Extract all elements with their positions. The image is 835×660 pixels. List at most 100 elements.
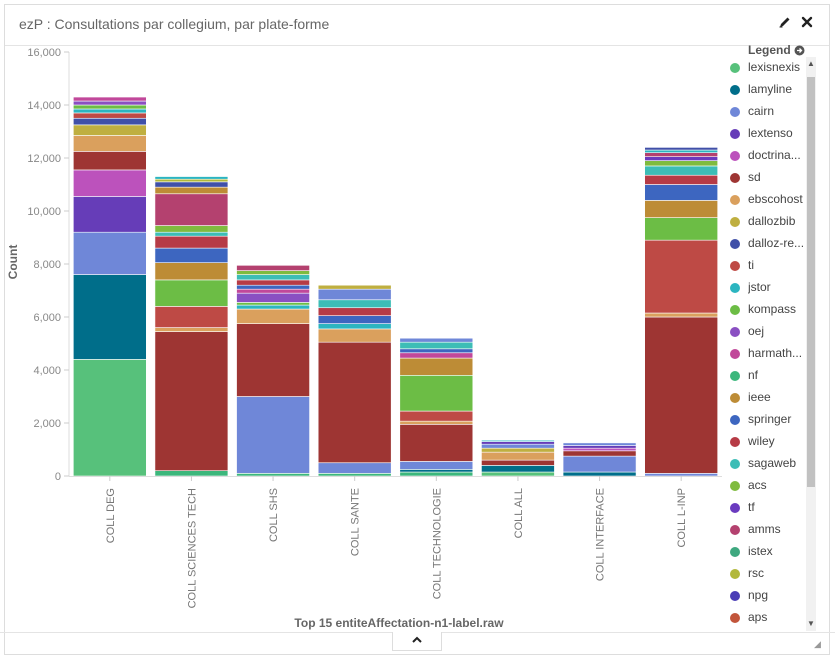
bar-segment[interactable]: [481, 447, 555, 453]
bar-segment[interactable]: [399, 374, 474, 412]
bar-segment[interactable]: [317, 299, 392, 309]
bar-segment[interactable]: [644, 174, 718, 185]
bar-segment[interactable]: [481, 471, 555, 477]
bar-segment[interactable]: [644, 152, 718, 157]
pencil-icon[interactable]: [777, 15, 793, 31]
bar-segment[interactable]: [154, 331, 229, 472]
chevron-up-icon[interactable]: [392, 632, 442, 651]
bar-segment[interactable]: [236, 308, 310, 324]
bar-segment[interactable]: [481, 465, 555, 473]
bar-segment[interactable]: [481, 439, 555, 442]
bar-segment[interactable]: [236, 396, 310, 474]
bar-segment[interactable]: [73, 231, 147, 275]
bar-segment[interactable]: [317, 284, 392, 290]
bar-segment[interactable]: [317, 462, 392, 474]
bar-segment[interactable]: [73, 96, 147, 102]
bar-segment[interactable]: [317, 315, 392, 324]
legend-item[interactable]: lamyline: [728, 79, 816, 101]
bar-segment[interactable]: [236, 265, 310, 271]
bar-segment[interactable]: [399, 357, 474, 376]
bar-segment[interactable]: [236, 304, 310, 310]
legend-item[interactable]: ebscohost: [728, 189, 816, 211]
bar-segment[interactable]: [399, 469, 474, 473]
bar-segment[interactable]: [399, 410, 474, 422]
bar-segment[interactable]: [154, 306, 229, 328]
legend-item[interactable]: tf: [728, 497, 816, 519]
bar-segment[interactable]: [154, 235, 229, 249]
bar-segment[interactable]: [644, 184, 718, 201]
bar-segment[interactable]: [236, 302, 310, 306]
legend-item[interactable]: jstor: [728, 277, 816, 299]
bar-segment[interactable]: [399, 348, 474, 354]
bar-segment[interactable]: [399, 420, 474, 425]
bar-segment[interactable]: [644, 239, 718, 314]
bar-segment[interactable]: [399, 337, 474, 343]
legend-item[interactable]: acs: [728, 475, 816, 497]
bar-segment[interactable]: [562, 450, 637, 457]
legend-item[interactable]: rsc: [728, 563, 816, 585]
bar-segment[interactable]: [154, 176, 229, 180]
legend-item[interactable]: istex: [728, 541, 816, 563]
bar-segment[interactable]: [154, 327, 229, 332]
bar-segment[interactable]: [644, 160, 718, 167]
bar-segment[interactable]: [236, 323, 310, 397]
bar-segment[interactable]: [399, 471, 474, 477]
bar-segment[interactable]: [317, 288, 392, 301]
legend-item[interactable]: doctrina...: [728, 145, 816, 167]
bar-segment[interactable]: [644, 149, 718, 154]
legend-item[interactable]: npg: [728, 585, 816, 607]
bar-segment[interactable]: [399, 352, 474, 359]
bar-segment[interactable]: [399, 341, 474, 350]
bar-segment[interactable]: [73, 274, 147, 360]
bar-segment[interactable]: [236, 270, 310, 275]
legend-item[interactable]: nf: [728, 365, 816, 387]
bar-segment[interactable]: [73, 151, 147, 171]
legend-item[interactable]: wiley: [728, 431, 816, 453]
legend-item[interactable]: harmath...: [728, 343, 816, 365]
bar-segment[interactable]: [154, 279, 229, 307]
bar-segment[interactable]: [236, 274, 310, 281]
bar-segment[interactable]: [562, 442, 637, 446]
legend-item[interactable]: ieee: [728, 387, 816, 409]
resize-handle-icon[interactable]: ◢: [814, 639, 821, 649]
scroll-down-icon[interactable]: ▼: [807, 619, 815, 628]
legend-item[interactable]: sd: [728, 167, 816, 189]
bar-segment[interactable]: [317, 341, 392, 464]
legend-item[interactable]: amms: [728, 519, 816, 541]
bar-segment[interactable]: [317, 323, 392, 330]
bar-segment[interactable]: [562, 445, 637, 449]
bar-segment[interactable]: [236, 292, 310, 303]
bar-segment[interactable]: [154, 231, 229, 237]
legend-item[interactable]: cairn: [728, 101, 816, 123]
bar-segment[interactable]: [73, 108, 147, 114]
bar-segment[interactable]: [73, 112, 147, 119]
bar-segment[interactable]: [481, 441, 555, 445]
bar-segment[interactable]: [317, 328, 392, 343]
scroll-thumb[interactable]: [807, 77, 815, 487]
bar-segment[interactable]: [399, 424, 474, 462]
bar-segment[interactable]: [73, 169, 147, 197]
bar-segment[interactable]: [73, 359, 147, 477]
bar-segment[interactable]: [562, 455, 637, 473]
bar-segment[interactable]: [73, 135, 147, 152]
bar-segment[interactable]: [481, 451, 555, 461]
legend-item[interactable]: ti: [728, 255, 816, 277]
bar-segment[interactable]: [236, 284, 310, 290]
bar-segment[interactable]: [644, 217, 718, 241]
bar-segment[interactable]: [481, 443, 555, 449]
legend-item[interactable]: dalloz-re...: [728, 233, 816, 255]
bar-segment[interactable]: [317, 473, 392, 477]
bar-segment[interactable]: [73, 196, 147, 233]
bar-segment[interactable]: [154, 193, 229, 226]
close-icon[interactable]: [799, 15, 815, 31]
bar-segment[interactable]: [154, 181, 229, 188]
legend-item[interactable]: lextenso: [728, 123, 816, 145]
bar-segment[interactable]: [154, 178, 229, 183]
bar-segment[interactable]: [644, 473, 718, 477]
bar-segment[interactable]: [562, 471, 637, 477]
legend-scrollbar[interactable]: ▲ ▼: [806, 57, 816, 631]
legend-header[interactable]: Legend: [748, 43, 805, 59]
bar-segment[interactable]: [236, 473, 310, 477]
bar-segment[interactable]: [644, 147, 718, 151]
bar-segment[interactable]: [236, 288, 310, 294]
